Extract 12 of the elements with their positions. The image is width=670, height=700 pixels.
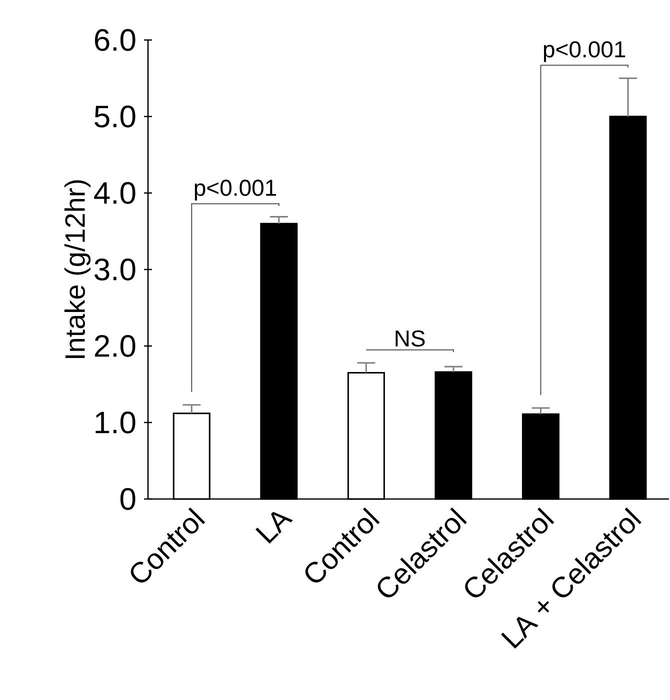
y-tick-label: 6.0 — [95, 29, 136, 51]
y-tick-label: 5.0 — [94, 106, 136, 128]
x-tick-label: LA — [256, 512, 294, 544]
y-tick-label: 0 — [120, 488, 136, 510]
y-tick-label: 1.0 — [96, 412, 136, 434]
annotation: NS — [396, 330, 425, 347]
y-tick-label: 2.0 — [95, 335, 136, 357]
y-axis-title: Intake (g/12hr) — [64, 180, 91, 358]
y-tick-label: 3.0 — [94, 258, 136, 280]
annotation: p<0.001 — [544, 41, 626, 62]
y-tick-label: 4.0 — [94, 182, 136, 204]
annotation: p<0.001 — [195, 180, 276, 200]
